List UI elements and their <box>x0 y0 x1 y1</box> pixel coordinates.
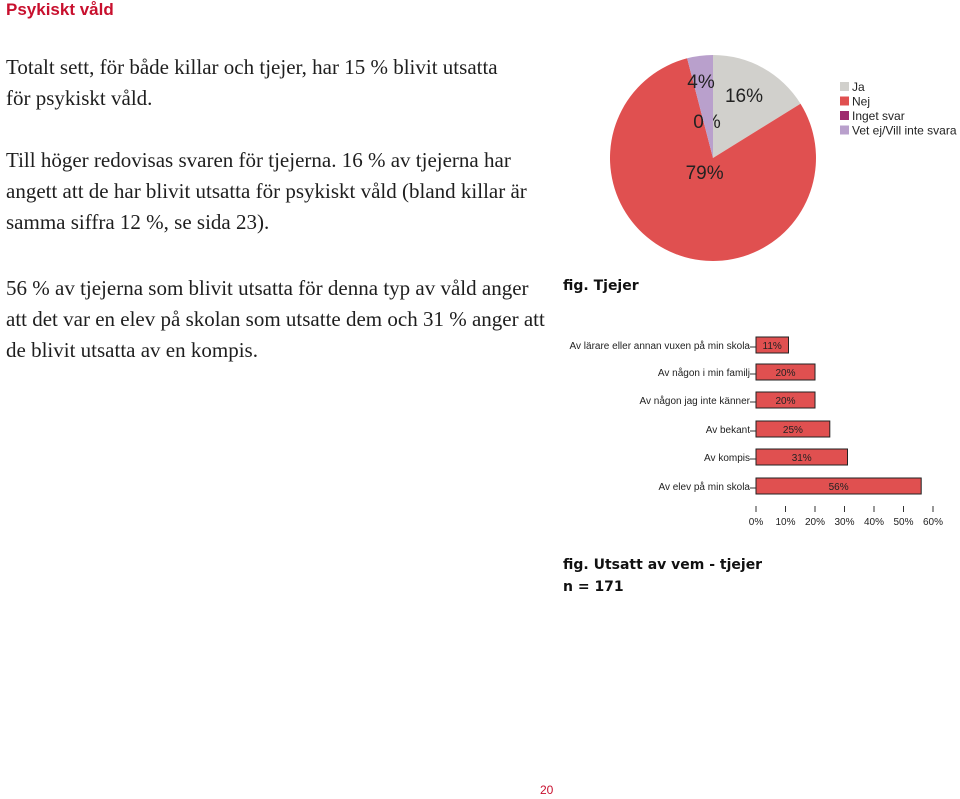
pie-slice-4 <box>687 55 713 158</box>
bar-category-label: Av elev på min skola <box>658 481 750 493</box>
bar-category-label: Av någon i min familj <box>658 367 750 379</box>
bar-6 <box>755 477 922 495</box>
girls-result-paragraph: Till höger redovisas svaren för tjejerna… <box>6 148 527 234</box>
bar-value-label: 25% <box>783 425 803 436</box>
x-axis-tick-label: 60% <box>923 517 943 528</box>
bar-1 <box>755 336 789 354</box>
page-number: 20 <box>540 783 554 797</box>
perpetrator-paragraph: 56 % av tjejerna som blivit utsatta för … <box>6 276 545 362</box>
bar-5 <box>755 448 848 466</box>
bar-3 <box>755 391 816 409</box>
legend-swatch <box>840 125 849 135</box>
legend-label: Nej <box>852 95 870 109</box>
bar-category-label: Av kompis <box>704 453 750 464</box>
legend-label: Ja <box>852 80 865 94</box>
bar-2 <box>755 363 816 381</box>
bar-category-label: Av lärare eller annan vuxen på min skola <box>570 340 751 352</box>
pie-slice-2 <box>609 58 816 261</box>
page-heading: Psykiskt våld <box>6 0 114 19</box>
x-axis-tick-label: 20% <box>805 517 825 528</box>
pie-slice-label: 16% <box>725 86 763 107</box>
bar-value-label: 11% <box>763 341 782 352</box>
legend-swatch <box>840 82 849 91</box>
legend-swatch <box>840 111 849 120</box>
intro-paragraph: Totalt sett, för både killar och tjejer,… <box>6 55 498 110</box>
pie-caption: fig. Tjejer <box>563 278 639 294</box>
x-axis-tick-label: 50% <box>893 517 913 528</box>
bar-value-label: 20% <box>775 396 795 407</box>
bar-value-label: 20% <box>775 368 795 379</box>
x-axis-tick-label: 30% <box>834 517 854 528</box>
pie-slice-label: 4% <box>687 72 715 93</box>
bar-caption: fig. Utsatt av vem - tjejer <box>563 557 762 573</box>
x-axis-tick-label: 0% <box>749 517 764 528</box>
bar-4 <box>755 420 831 438</box>
bar-category-label: Av bekant <box>706 425 751 436</box>
x-axis-tick-label: 10% <box>775 517 795 528</box>
bar-value-label: 31% <box>792 453 812 464</box>
pie-slice-label: 79% <box>686 163 724 184</box>
bar-value-label: 56% <box>829 482 849 493</box>
legend-label: Inget svar <box>852 109 905 123</box>
bar-sample-size: n = 171 <box>563 579 624 595</box>
x-axis-tick-label: 40% <box>864 517 884 528</box>
pie-slice-1 <box>713 55 801 158</box>
legend-label: Vet ej/Vill inte svara <box>852 124 957 138</box>
bar-category-label: Av någon jag inte känner <box>640 395 751 407</box>
legend-swatch <box>840 96 849 106</box>
